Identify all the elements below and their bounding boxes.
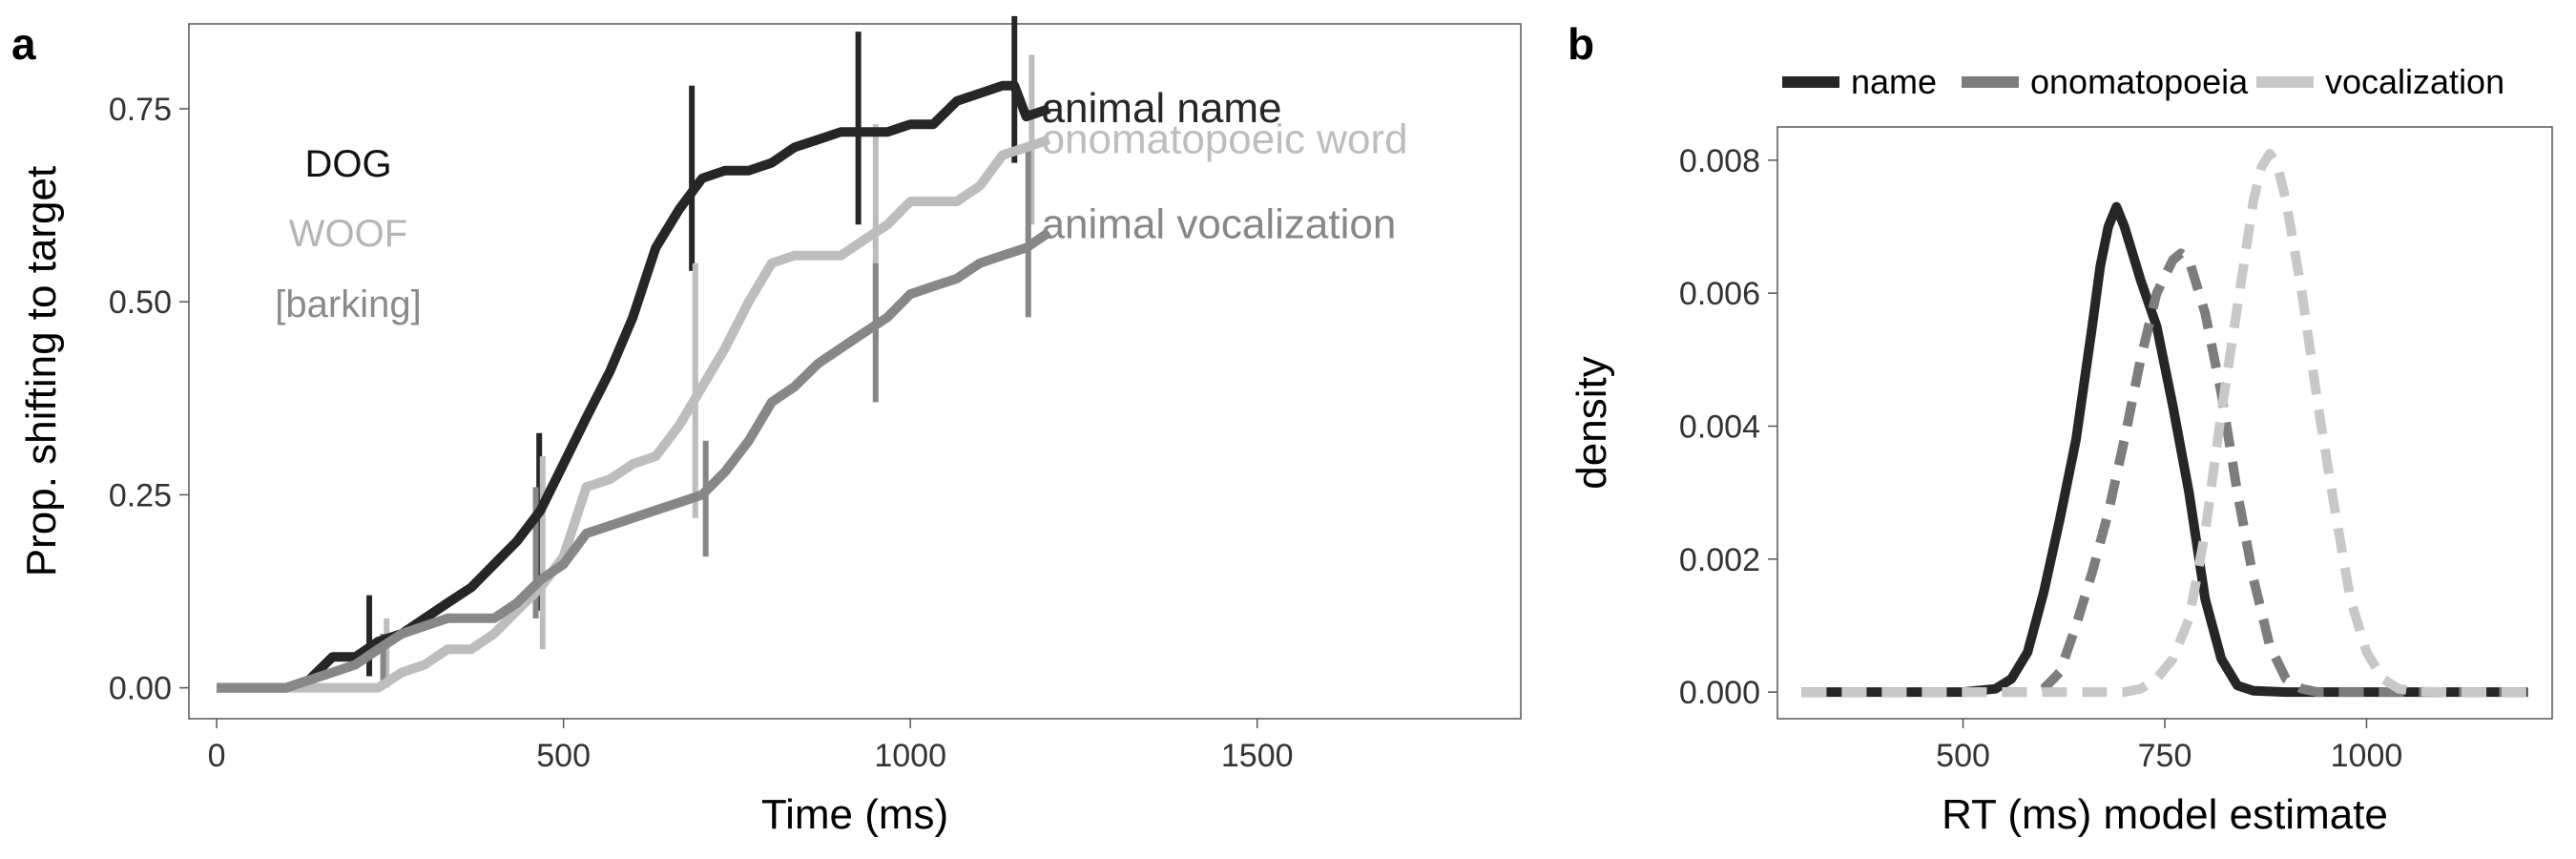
panel-b-chart: name onomatopoeia vocalization 0.0000.0020… (1568, 62, 2553, 838)
panel-a-annotation-barking: [barking] (275, 283, 421, 325)
density-curve-onomatopoeia (1801, 248, 2528, 698)
panel-a-annotation-dog: DOG (304, 143, 391, 185)
panel-a-y-axis: 0.00 0.25 0.50 0.75 (109, 92, 189, 707)
panel-b-y-tick-label: 0.008 (1679, 143, 1760, 179)
series-label-animal-name: animal name (1042, 85, 1282, 132)
series-label-onomatopoeic-word: onomatopoeic word (1042, 115, 1408, 162)
panel-b-series (1801, 148, 2528, 698)
panel-a-x-tick-label: 500 (536, 738, 591, 774)
panel-b-x-tick-label: 1000 (2331, 738, 2403, 774)
density-curve-vocalization (1801, 148, 2528, 698)
panel-b-legend: name onomatopoeia vocalization (1782, 62, 2504, 101)
panel-a-annotation-woof: WOOF (289, 213, 407, 255)
panel-b-x-axis: 500 750 1000 (1936, 719, 2402, 774)
legend-label-onomatopoeia: onomatopoeia (2030, 62, 2249, 101)
panel-b-x-tick-label: 500 (1936, 738, 1990, 774)
panel-a-x-axis: 0 500 1000 1500 (208, 719, 1294, 774)
panel-b-y-tick-label: 0.006 (1679, 276, 1760, 312)
panel-a-label: a (11, 19, 36, 69)
panel-a-x-tick-label: 1000 (874, 738, 946, 774)
panel-b-y-tick-label: 0.000 (1679, 675, 1760, 711)
panel-b-label: b (1568, 19, 1594, 69)
panel-b-y-tick-label: 0.004 (1679, 409, 1760, 445)
series-line-onomatopoeic-word (217, 135, 1051, 693)
series-label-animal-vocalization: animal vocalization (1042, 200, 1397, 247)
panel-a-frame (188, 23, 1522, 720)
panel-a-series (217, 80, 1052, 693)
legend-label-name: name (1851, 62, 1937, 101)
panel-a-y-tick-label: 0.50 (109, 284, 172, 321)
series-line-animal-vocalization (217, 228, 1052, 693)
panel-a-x-tick-label: 1500 (1221, 738, 1294, 774)
panel-b-frame (1776, 126, 2553, 720)
panel-a-y-tick-label: 0.00 (109, 671, 172, 707)
panel-a-y-axis-title: Prop. shifting to target (18, 166, 65, 576)
panel-b-x-axis-title: RT (ms) model estimate (1942, 791, 2388, 838)
panel-a-y-tick-label: 0.25 (109, 477, 172, 513)
density-curve-name (1801, 201, 2528, 698)
legend-label-vocalization: vocalization (2325, 62, 2504, 101)
panel-b-y-axis: 0.000 0.002 0.004 0.006 0.008 (1679, 143, 1777, 711)
panel-a-x-tick-label: 0 (208, 738, 226, 774)
panel-b-y-axis-title: density (1568, 356, 1615, 489)
series-line-animal-name (217, 80, 1051, 693)
panel-b-x-tick-label: 750 (2138, 738, 2192, 774)
panel-b-y-tick-label: 0.002 (1679, 542, 1760, 578)
panel-a-y-tick-label: 0.75 (109, 92, 172, 128)
panel-a-chart: 0.00 0.25 0.50 0.75 0 500 1000 1500 animal nam… (18, 15, 1522, 838)
panel-a-x-axis-title: Time (ms) (761, 791, 948, 838)
